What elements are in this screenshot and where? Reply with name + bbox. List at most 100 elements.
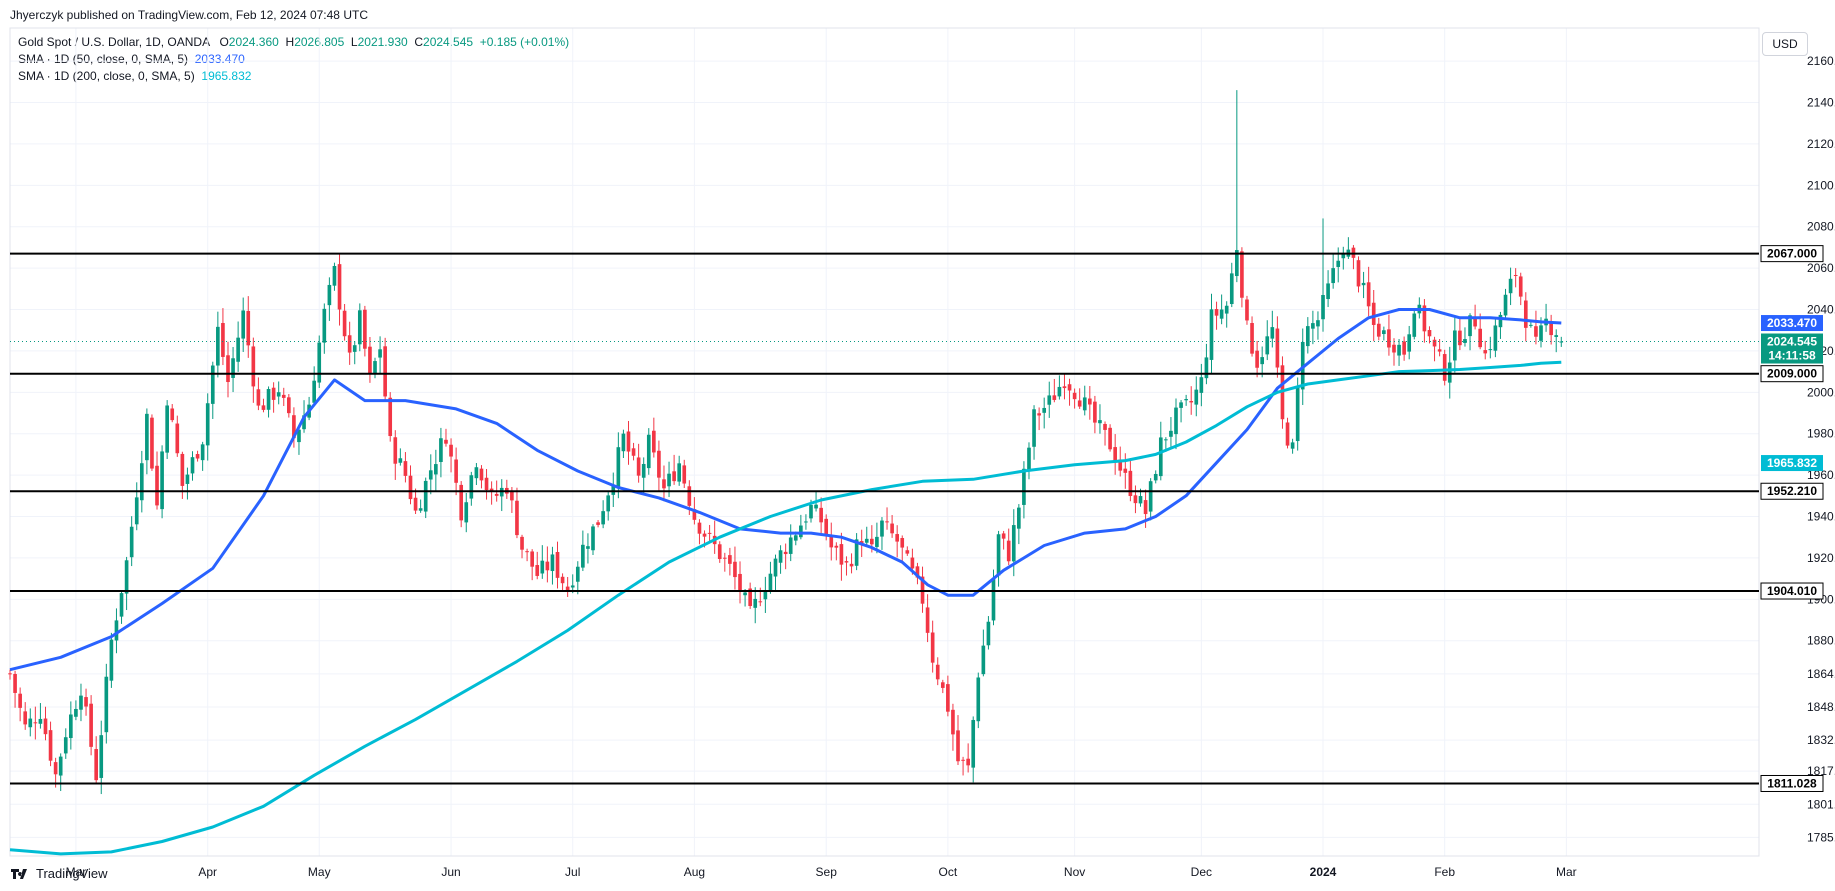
candle-body xyxy=(53,762,58,775)
candle-body xyxy=(743,592,747,596)
candle-body xyxy=(870,538,874,545)
price-tick-label: 2160.000 xyxy=(1807,54,1835,68)
candle-body xyxy=(1042,407,1047,413)
candle-body xyxy=(733,561,737,578)
candle-body xyxy=(991,579,996,621)
candle-body xyxy=(545,561,550,571)
level-tag xyxy=(1760,245,1824,263)
candle-body xyxy=(1356,260,1361,287)
candle-body xyxy=(256,389,261,406)
price-tick-label: 2080.000 xyxy=(1807,220,1835,234)
candle-body xyxy=(641,463,646,478)
candle-body xyxy=(469,475,474,499)
candle-body xyxy=(1164,439,1168,441)
candle-body xyxy=(180,453,185,486)
candle-body xyxy=(1336,260,1341,267)
candle-body xyxy=(266,389,271,410)
candle-body xyxy=(373,361,377,375)
price-axis[interactable]: 1785.000 1801.000 1817.000 1832.000 1848.000… xyxy=(1807,54,1835,844)
candle-body xyxy=(190,457,195,474)
candle-body xyxy=(1503,294,1508,316)
candle-body xyxy=(58,756,63,776)
candle-body xyxy=(150,417,154,469)
candle-body xyxy=(479,468,484,481)
candle-body xyxy=(829,536,834,548)
candle-body xyxy=(667,473,671,487)
candle-body xyxy=(1219,309,1224,319)
candle-body xyxy=(1305,326,1310,347)
candle-body xyxy=(124,560,129,594)
candle-body xyxy=(631,448,636,456)
close-value: 2024.545 xyxy=(423,35,474,49)
candle-body xyxy=(839,544,844,565)
candle-body xyxy=(1265,336,1270,355)
sma50-label[interactable]: SMA · 1D (50, close, 0, SMA, 5) xyxy=(18,52,189,66)
candle-body xyxy=(363,309,367,349)
candle-body xyxy=(1006,540,1011,562)
candle-body xyxy=(1022,468,1026,505)
change-value: +0.185 (+0.01%) xyxy=(479,35,570,49)
candle-body xyxy=(69,714,73,739)
candle-body xyxy=(413,497,418,511)
candle-body xyxy=(317,342,322,383)
price-tag xyxy=(1761,455,1823,472)
sma200-row[interactable]: SMA · 1D (200, close, 0, SMA, 5) 1965.83… xyxy=(18,68,569,85)
candle-body xyxy=(205,403,210,446)
candle-body xyxy=(930,632,935,663)
candle-body xyxy=(581,544,585,568)
candle-body xyxy=(1498,314,1503,328)
candle-body xyxy=(200,444,205,461)
candle-body xyxy=(550,554,555,572)
candle-body xyxy=(226,355,230,383)
candle-body xyxy=(281,394,286,398)
time-tick-label: Nov xyxy=(1064,865,1085,879)
sma200-label[interactable]: SMA · 1D (200, close, 0, SMA, 5) xyxy=(18,69,195,83)
candle-body xyxy=(1458,330,1462,346)
candle-body xyxy=(1179,402,1183,408)
candle-body xyxy=(1052,395,1057,400)
candle-body xyxy=(337,264,342,310)
candle-body xyxy=(1011,525,1016,562)
candle-body xyxy=(788,537,793,554)
candle-body xyxy=(646,434,651,469)
open-label: O xyxy=(219,35,229,49)
candle-body xyxy=(1209,309,1214,360)
price-tags: 2067.000 2009.000 1952.210 1904.010 1811.028… xyxy=(1760,245,1824,792)
candle-body xyxy=(464,502,469,523)
candle-body xyxy=(1285,422,1290,446)
currency-button[interactable]: USD xyxy=(1762,32,1808,56)
candle-body xyxy=(1290,442,1295,449)
level-tag-label: 1952.210 xyxy=(1767,484,1817,498)
candle-body xyxy=(1371,302,1376,325)
candle-body xyxy=(322,308,327,343)
candle-body xyxy=(368,346,372,374)
candle-body xyxy=(910,557,915,569)
sma200-line xyxy=(9,360,1562,856)
candle-body xyxy=(738,573,742,592)
candle-body xyxy=(454,459,458,483)
close-label: C xyxy=(414,35,424,49)
tradingview-footer[interactable]: TradingView xyxy=(10,866,108,881)
price-tick-label: 1940.000 xyxy=(1807,510,1835,524)
time-tick-label: Feb xyxy=(1434,865,1455,879)
time-axis[interactable]: Mar Apr May Jun Jul Aug Sep Oct Nov Dec 2024 Feb Mar xyxy=(66,865,1577,879)
candle-body xyxy=(241,310,246,339)
candle-body xyxy=(946,684,950,712)
price-tick-label: 2120.000 xyxy=(1807,137,1835,151)
symbol-row[interactable]: Gold Spot / U.S. Dollar, 1D, OANDA O 2024… xyxy=(18,34,569,51)
candle-body xyxy=(398,458,403,463)
sma50-line xyxy=(9,308,1562,672)
candle-body xyxy=(702,533,707,537)
time-tick-label: Jul xyxy=(565,865,580,879)
candle-body xyxy=(139,463,144,501)
candle-body xyxy=(246,310,251,346)
candle-body xyxy=(880,520,884,537)
candle-body xyxy=(418,508,423,511)
candle-body xyxy=(981,645,986,675)
candle-body xyxy=(89,703,93,747)
candle-body xyxy=(1240,251,1244,298)
symbol-title[interactable]: Gold Spot / U.S. Dollar, 1D, OANDA xyxy=(18,35,210,49)
tradingview-logo-icon xyxy=(11,868,27,879)
candle-body xyxy=(1174,407,1178,435)
